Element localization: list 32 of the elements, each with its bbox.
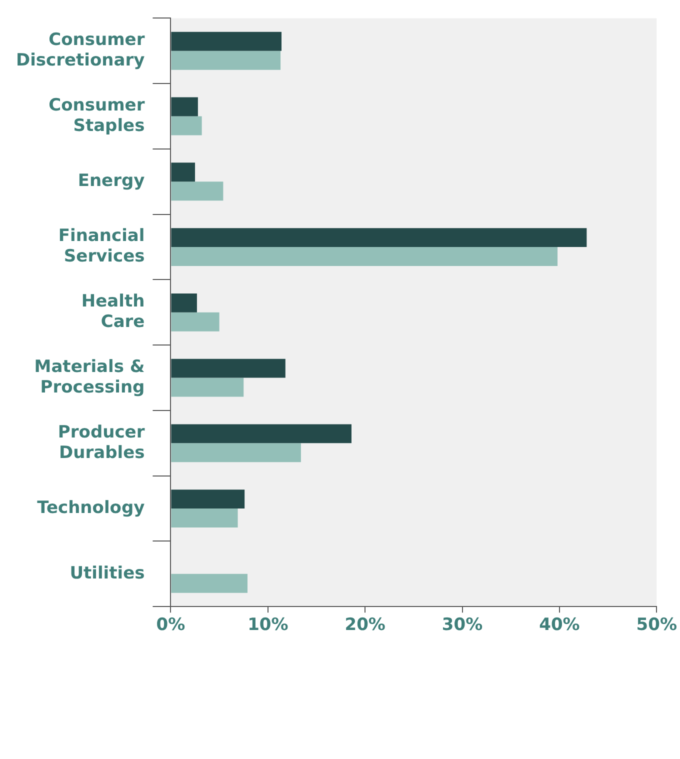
y-tick-label: Producer Durables bbox=[58, 422, 146, 463]
y-tick-label: Technology bbox=[37, 498, 145, 518]
bar bbox=[171, 247, 558, 266]
y-tick-label: Health Care bbox=[81, 292, 145, 332]
x-tick-label: 40% bbox=[539, 615, 580, 636]
bar bbox=[171, 424, 352, 444]
x-tick-label: 30% bbox=[442, 615, 483, 636]
y-tick-label: Financial Services bbox=[58, 226, 145, 267]
x-tick-label: 10% bbox=[248, 615, 288, 636]
x-tick-label: 50% bbox=[636, 615, 678, 636]
bar bbox=[171, 378, 244, 397]
bar bbox=[171, 50, 281, 70]
bar bbox=[171, 312, 220, 332]
bar bbox=[171, 97, 198, 116]
y-tick-label: Utilities bbox=[70, 563, 145, 584]
bar bbox=[171, 182, 224, 201]
y-tick-label: Consumer Discretionary bbox=[16, 30, 146, 71]
bar bbox=[171, 116, 202, 136]
bar bbox=[171, 162, 196, 182]
bar bbox=[171, 443, 301, 462]
bar bbox=[171, 293, 197, 312]
bar bbox=[171, 508, 238, 528]
x-tick-label: 20% bbox=[344, 615, 386, 636]
bar bbox=[171, 490, 245, 509]
y-tick-label: Energy bbox=[78, 171, 145, 192]
y-tick-label: Materials & Processing bbox=[34, 357, 145, 398]
bar bbox=[171, 228, 587, 248]
y-tick-label: Consumer Staples bbox=[48, 95, 146, 136]
bar bbox=[171, 32, 282, 51]
bar bbox=[171, 358, 286, 378]
x-tick-label: 0% bbox=[156, 615, 186, 636]
bar bbox=[171, 574, 248, 593]
